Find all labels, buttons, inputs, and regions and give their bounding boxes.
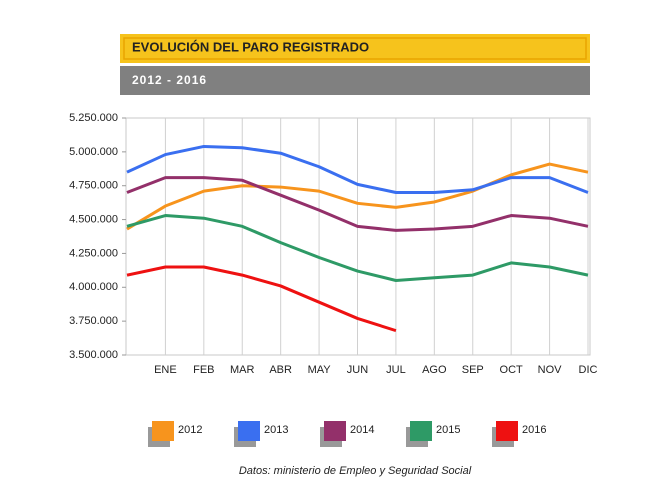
y-tick-label: 3.500.000 xyxy=(69,349,118,361)
series-line xyxy=(126,176,589,232)
chart-title: EVOLUCIÓN DEL PARO REGISTRADO xyxy=(132,39,369,54)
legend-swatch xyxy=(152,421,174,441)
subtitle-box xyxy=(120,66,590,95)
legend-swatch xyxy=(496,421,518,441)
y-tick-label: 3.750.000 xyxy=(69,315,118,327)
series-line xyxy=(126,162,589,231)
legend-label: 2015 xyxy=(436,424,460,436)
y-tick-label: 4.250.000 xyxy=(69,247,118,259)
y-tick-label: 4.500.000 xyxy=(69,213,118,225)
y-tick-label: 5.250.000 xyxy=(69,112,118,124)
legend-swatch xyxy=(410,421,432,441)
x-tick-label: MAY xyxy=(308,364,332,376)
series-line xyxy=(126,214,589,283)
title-box xyxy=(120,34,590,63)
x-tick-label: OCT xyxy=(500,364,524,376)
series-line xyxy=(126,144,589,194)
x-tick-label: NOV xyxy=(538,364,563,376)
x-tick-label: AGO xyxy=(422,364,447,376)
y-tick-label: 5.000.000 xyxy=(69,146,118,158)
y-tick-label: 4.750.000 xyxy=(69,180,118,192)
x-tick-label: MAR xyxy=(230,364,255,376)
x-tick-label: SEP xyxy=(462,364,484,376)
legend-label: 2012 xyxy=(178,424,202,436)
x-tick-label: FEB xyxy=(193,364,214,376)
series-line xyxy=(126,265,397,333)
legend-swatch xyxy=(238,421,260,441)
x-tick-label: DIC xyxy=(579,364,598,376)
chart-subtitle: 2012 - 2016 xyxy=(132,73,207,87)
source-note: Datos: ministerio de Empleo y Seguridad … xyxy=(239,465,472,477)
x-tick-label: JUN xyxy=(347,364,368,376)
legend-label: 2013 xyxy=(264,424,288,436)
legend-swatch xyxy=(324,421,346,441)
y-tick-label: 4.000.000 xyxy=(69,281,118,293)
x-tick-label: ENE xyxy=(154,364,177,376)
x-tick-label: ABR xyxy=(269,364,292,376)
legend-label: 2016 xyxy=(522,424,546,436)
title-box-inner xyxy=(123,37,587,60)
x-tick-label: JUL xyxy=(386,364,406,376)
legend-label: 2014 xyxy=(350,424,374,436)
